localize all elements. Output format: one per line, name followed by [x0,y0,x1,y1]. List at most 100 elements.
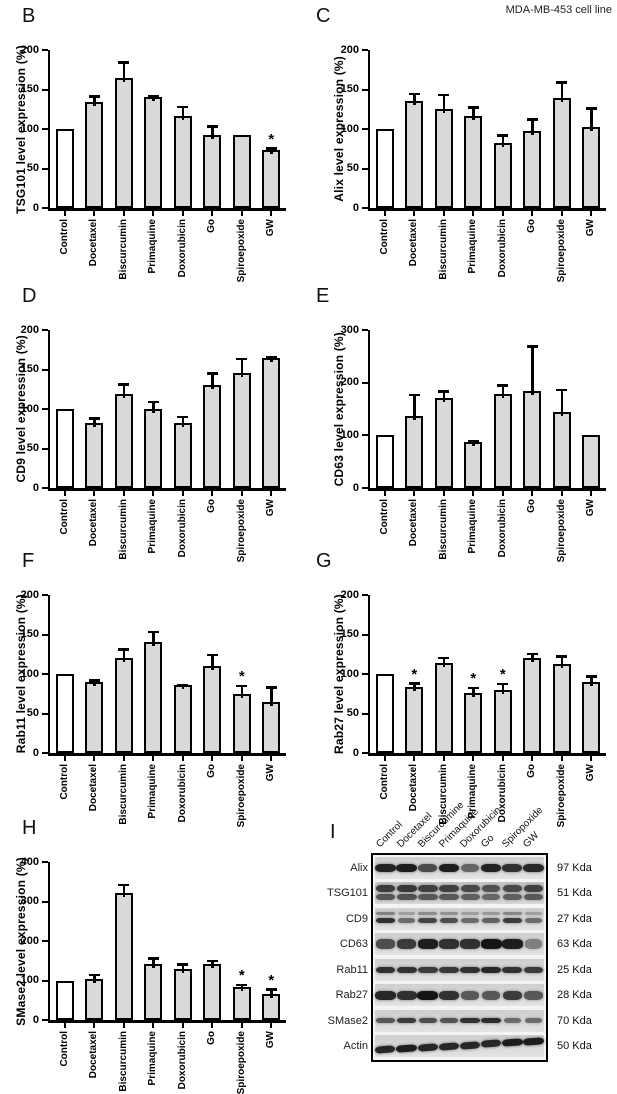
y-tick-mark [42,940,48,942]
category-label: Control [378,764,390,800]
blot-band [502,918,522,924]
error-bar-cap [467,686,479,690]
bar-go [523,658,542,753]
blot-band [502,939,523,950]
error-bar-stem [270,988,273,998]
blot-band [396,939,417,950]
bar-doxorubicin [493,689,512,753]
error-bar-cap [177,683,189,687]
y-tick-mark [362,712,368,715]
x-tick-mark [472,491,475,496]
x-tick-mark [152,211,155,216]
y-tick-mark [362,49,368,51]
bar-spiroepoxide [232,373,251,488]
x-tick-mark [501,756,504,761]
error-bar-cap [408,393,420,397]
error-bar-stem [211,372,214,390]
category-label: Primaquine [467,499,479,554]
y-tick-mark [362,434,368,437]
error-bar-cap [206,125,218,128]
significance-asterisk: * [268,971,275,989]
blot-band [481,966,502,973]
panel-B: B TSG101 level expression (%) * 0 50 100 150 20… [8,4,308,282]
blot-band [460,939,480,950]
bar-primaquine [144,642,163,753]
category-label: Go [206,764,218,778]
category-label: Go [526,764,538,778]
category-label: Control [58,1031,70,1067]
blot-row-label: CD9 [345,912,368,925]
y-tick-label: 200 [340,43,359,56]
y-tick-label: 0 [352,746,359,759]
error-bar-cap [265,356,277,359]
error-bar-cap [118,883,130,887]
blot-band [523,894,544,901]
x-tick-mark [531,491,534,496]
x-tick-mark [63,756,66,761]
molecular-weight-label: 27 Kda [557,912,592,925]
blot-strip-cd9 [375,907,544,930]
category-label: GW [585,499,597,517]
blot-band [481,894,501,901]
blot-band [376,939,395,950]
error-bar-stem [152,401,155,413]
error-bar-cap [236,983,248,987]
bar-doxorubicin [173,969,192,1020]
y-tick-mark [362,167,368,170]
error-bar-stem [270,147,273,155]
blot-band [460,990,480,1000]
y-tick-label: 100 [20,974,39,986]
bar-go [203,134,222,208]
category-label: Docetaxel [408,764,420,812]
x-tick-mark [181,1023,184,1028]
y-tick-label: 200 [20,934,39,947]
error-bar-cap [147,95,159,98]
blot-band [418,1018,438,1024]
y-tick-mark [362,128,368,130]
bar-gw [582,127,601,208]
blot-band [480,939,502,950]
x-tick-mark [181,491,184,496]
panel-E: E CD63 level expression (%) 0 100 200 300 Cont… [312,284,617,562]
error-bar-stem [181,963,184,974]
blot-band [481,864,502,872]
x-tick-mark [122,1023,125,1028]
category-label: GW [585,219,597,237]
panel-F: F Rab11 level expression (%) * 0 50 100 150 200… [8,549,308,827]
x-tick-mark [270,1023,273,1028]
x-tick-mark [122,491,125,496]
blot-band [375,864,396,872]
blot-band [502,966,523,973]
error-bar-cap [585,675,597,678]
x-tick-mark [240,491,243,496]
y-tick-label: 0 [32,201,39,214]
error-bar-stem [122,383,125,398]
category-label: GW [585,764,597,782]
x-tick-mark [560,491,563,496]
significance-asterisk: * [499,666,506,684]
x-tick-mark [270,491,273,496]
blot-band [439,966,459,973]
bar-gw [582,435,601,488]
blot-band [523,884,544,892]
error-bar-cap [408,682,420,685]
y-axis-label: CD63 level expression (%) [332,331,346,487]
blot-band [439,912,459,916]
error-bar-stem [413,682,416,692]
y-tick-label: 200 [20,43,39,56]
blot-band [439,918,459,924]
error-bar-stem [413,394,416,420]
blot-band [461,912,479,916]
panel-letter: B [22,5,36,27]
x-tick-mark [270,211,273,216]
blot-band [524,918,543,924]
bar-spiroepoxide [232,986,251,1020]
panel-letter: I [330,821,336,843]
x-tick-mark [413,491,416,496]
y-tick-mark [42,752,48,754]
error-bar-stem [270,686,273,706]
error-bar-cap [88,679,100,682]
y-tick-label: 0 [32,481,39,494]
y-tick-mark [42,594,48,596]
